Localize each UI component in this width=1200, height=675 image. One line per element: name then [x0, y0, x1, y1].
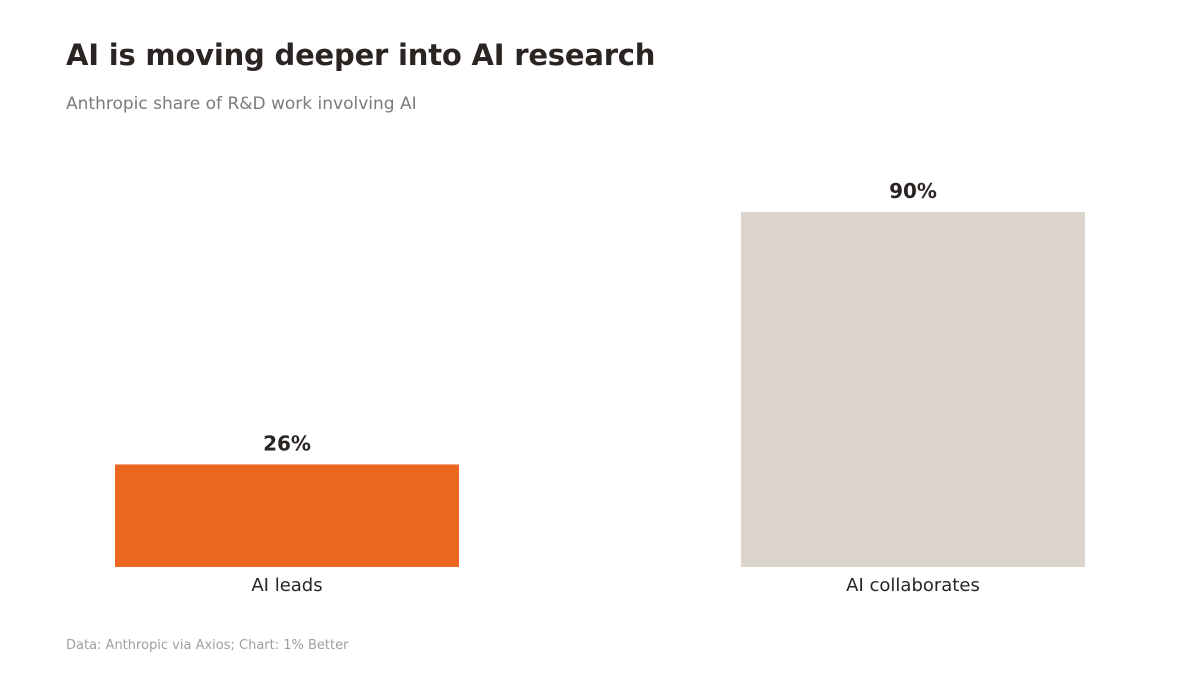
- bar-ai-collaborates: [741, 212, 1085, 567]
- chart-title: AI is moving deeper into AI research: [66, 38, 656, 72]
- bar-value-label-ai-leads: 26%: [263, 431, 311, 455]
- source-note: Data: Anthropic via Axios; Chart: 1% Bet…: [66, 638, 349, 653]
- category-label-ai-collaborates: AI collaborates: [846, 575, 980, 596]
- bar-value-label-ai-collaborates: 90%: [889, 179, 937, 203]
- chart-subtitle: Anthropic share of R&D work involving AI: [66, 94, 417, 114]
- bar-ai-leads: [115, 464, 459, 567]
- category-label-ai-leads: AI leads: [251, 575, 322, 596]
